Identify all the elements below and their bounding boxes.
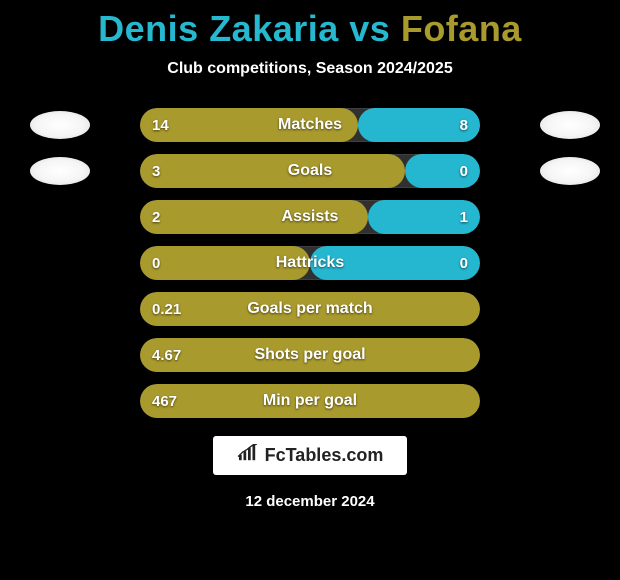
watermark: FcTables.com [213, 436, 408, 475]
stat-row: 0.21Goals per match [0, 292, 620, 326]
date-text: 12 december 2024 [245, 493, 374, 510]
player2-fill [405, 154, 480, 188]
player1-fill [140, 292, 480, 326]
player1-fill [140, 108, 358, 142]
stat-bar-track: 148Matches [140, 108, 480, 142]
stat-row: 4.67Shots per goal [0, 338, 620, 372]
watermark-text: FcTables.com [265, 445, 384, 466]
subtitle: Club competitions, Season 2024/2025 [167, 60, 452, 78]
stat-row: 148Matches [0, 108, 620, 142]
player2-fill [368, 200, 480, 234]
player1-fill [140, 384, 480, 418]
stat-bar-track: 4.67Shots per goal [140, 338, 480, 372]
player1-name: Denis Zakaria [98, 8, 339, 49]
chart-icon [237, 444, 259, 467]
player1-fill [140, 246, 310, 280]
stat-bar-track: 00Hattricks [140, 246, 480, 280]
player1-avatar [30, 157, 90, 185]
stat-bar-track: 467Min per goal [140, 384, 480, 418]
player2-fill [358, 108, 480, 142]
player2-avatar [540, 157, 600, 185]
player2-name: Fofana [401, 8, 522, 49]
stat-row: 21Assists [0, 200, 620, 234]
stats-rows: 148Matches 30Goals 21Assists 00Hattricks 0.2… [0, 108, 620, 418]
stat-row: 00Hattricks [0, 246, 620, 280]
stat-row: 467Min per goal [0, 384, 620, 418]
page-title: Denis Zakaria vs Fofana [98, 8, 522, 50]
stat-bar-track: 21Assists [140, 200, 480, 234]
stat-bar-track: 0.21Goals per match [140, 292, 480, 326]
player1-fill [140, 338, 480, 372]
vs-text: vs [339, 8, 401, 49]
stat-row: 30Goals [0, 154, 620, 188]
player2-avatar [540, 111, 600, 139]
comparison-card: Denis Zakaria vs Fofana Club competition… [0, 0, 620, 580]
player2-fill [310, 246, 480, 280]
player1-fill [140, 154, 405, 188]
player1-avatar [30, 111, 90, 139]
stat-bar-track: 30Goals [140, 154, 480, 188]
player1-fill [140, 200, 368, 234]
